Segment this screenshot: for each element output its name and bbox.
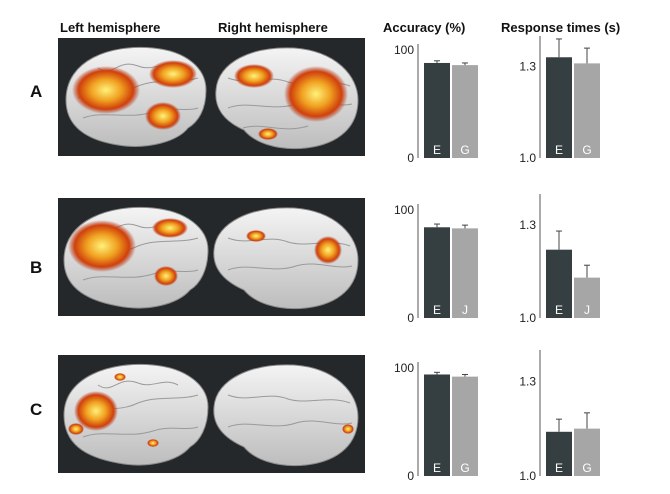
- brain-image-panel-b: [58, 198, 365, 316]
- tick-label-b-accuracy: 0: [407, 311, 414, 325]
- bar-b-rt-j: [574, 277, 600, 318]
- accuracy-header: Accuracy (%): [383, 20, 466, 35]
- tick-label-c-rt: 1.3: [519, 374, 536, 388]
- bar-label-c-rt: E: [555, 461, 563, 475]
- tick-label-b-rt: 1.3: [519, 218, 536, 232]
- bar-label-b-rt: E: [555, 303, 563, 317]
- bar-c-accuracy-g: [452, 376, 478, 476]
- right-hemisphere-header: Right hemisphere: [218, 20, 328, 35]
- bar-c-accuracy-e: [424, 374, 450, 476]
- bar-label-b-accuracy: J: [462, 303, 468, 317]
- bar-a-accuracy-g: [452, 65, 478, 158]
- response-times-header: Response times (s): [501, 20, 621, 35]
- brain-image-panel-a: [58, 38, 365, 156]
- bar-label-c-rt: G: [582, 461, 591, 475]
- bar-label-b-rt: J: [584, 303, 590, 317]
- tick-label-b-accuracy: 100: [394, 203, 414, 217]
- tick-label-a-rt: 1.3: [519, 59, 536, 73]
- row-label-c: C: [30, 400, 43, 419]
- bar-label-a-accuracy: E: [433, 143, 441, 157]
- tick-label-a-accuracy: 100: [394, 43, 414, 57]
- bar-label-a-accuracy: G: [460, 143, 469, 157]
- bar-c-rt-e: [546, 431, 572, 476]
- bar-a-rt-g: [574, 63, 600, 158]
- bar-label-c-accuracy: E: [433, 461, 441, 475]
- row-label-b: B: [30, 258, 43, 277]
- bar-a-rt-e: [546, 57, 572, 159]
- tick-label-a-accuracy: 0: [407, 151, 414, 165]
- bar-b-accuracy-e: [424, 227, 450, 318]
- bar-label-b-accuracy: E: [433, 303, 441, 317]
- bar-label-a-rt: G: [582, 143, 591, 157]
- tick-label-a-rt: 1.0: [519, 151, 536, 165]
- bar-label-c-accuracy: G: [460, 461, 469, 475]
- tick-label-b-rt: 1.0: [519, 311, 536, 325]
- row-label-a: A: [30, 82, 43, 101]
- bar-b-accuracy-j: [452, 228, 478, 318]
- left-hemisphere-header: Left hemisphere: [60, 20, 161, 35]
- tick-label-c-accuracy: 100: [394, 361, 414, 375]
- bar-c-rt-g: [574, 428, 600, 476]
- bar-b-rt-e: [546, 249, 572, 318]
- bar-a-accuracy-e: [424, 62, 450, 158]
- brain-image-panel-c: [58, 355, 365, 473]
- bar-label-a-rt: E: [555, 143, 563, 157]
- tick-label-c-rt: 1.0: [519, 469, 536, 483]
- tick-label-c-accuracy: 0: [407, 469, 414, 483]
